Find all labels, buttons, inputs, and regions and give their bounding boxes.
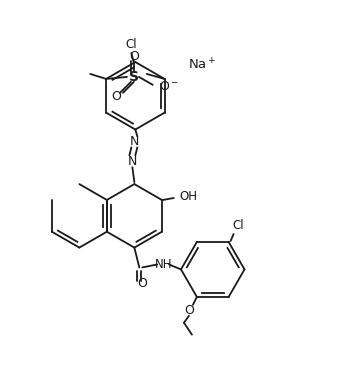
Text: O: O — [129, 50, 139, 63]
Text: Cl: Cl — [126, 38, 137, 51]
Text: Na$^+$: Na$^+$ — [188, 57, 217, 73]
Text: N: N — [128, 155, 137, 168]
Text: O: O — [111, 90, 121, 103]
Text: OH: OH — [180, 190, 198, 203]
Text: S: S — [129, 70, 139, 84]
Text: N: N — [130, 135, 139, 148]
Text: O: O — [137, 277, 147, 290]
Text: NH: NH — [155, 258, 172, 271]
Text: O$^-$: O$^-$ — [159, 80, 179, 93]
Text: O: O — [184, 304, 194, 317]
Text: Cl: Cl — [232, 219, 244, 232]
